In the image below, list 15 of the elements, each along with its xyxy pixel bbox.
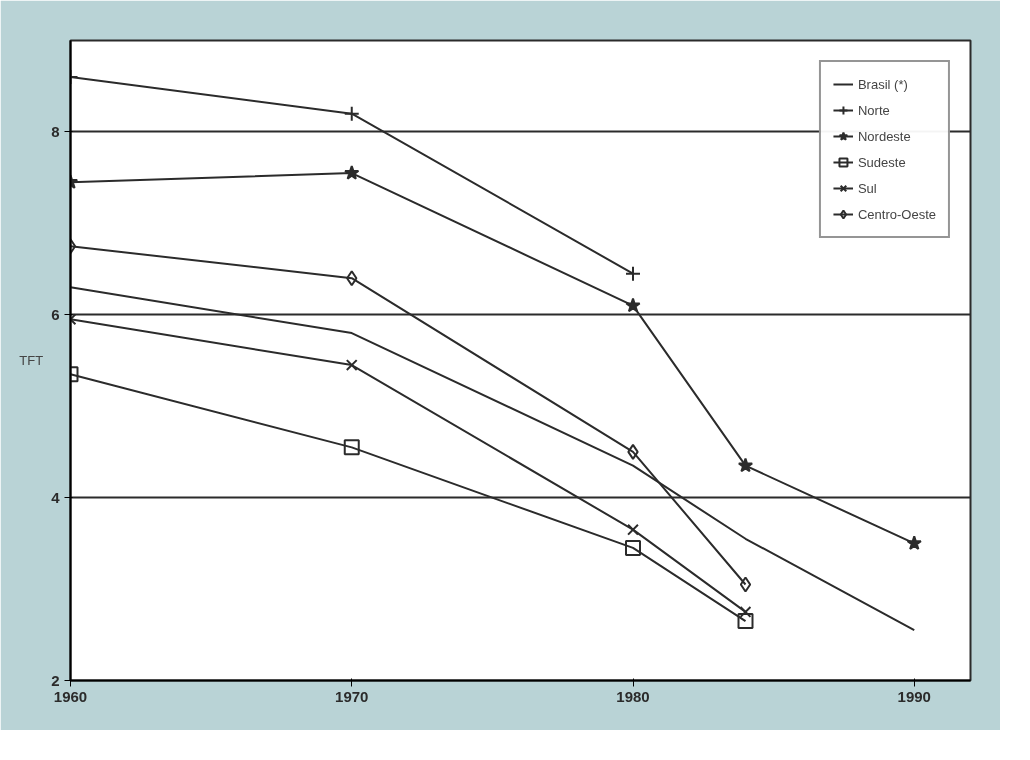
y-axis-title: TFT (19, 353, 44, 368)
legend-label: Centro-Oeste (857, 206, 936, 222)
x-tick-label: 1960 (53, 687, 88, 705)
legend-label: Nordeste (857, 128, 911, 144)
y-tick-label: 6 (51, 305, 60, 323)
legend-label: Sudeste (857, 154, 906, 170)
x-tick-label: 1970 (335, 687, 369, 705)
legend-label: Brasil (*) (857, 76, 908, 92)
y-tick-label: 8 (51, 122, 60, 140)
y-tick-label: 4 (51, 488, 61, 506)
legend-label: Norte (857, 102, 890, 118)
legend-label: Sul (857, 180, 878, 196)
x-tick-label: 1980 (616, 687, 650, 705)
x-tick-label: 1990 (897, 687, 931, 705)
y-tick-label: 2 (51, 671, 60, 689)
